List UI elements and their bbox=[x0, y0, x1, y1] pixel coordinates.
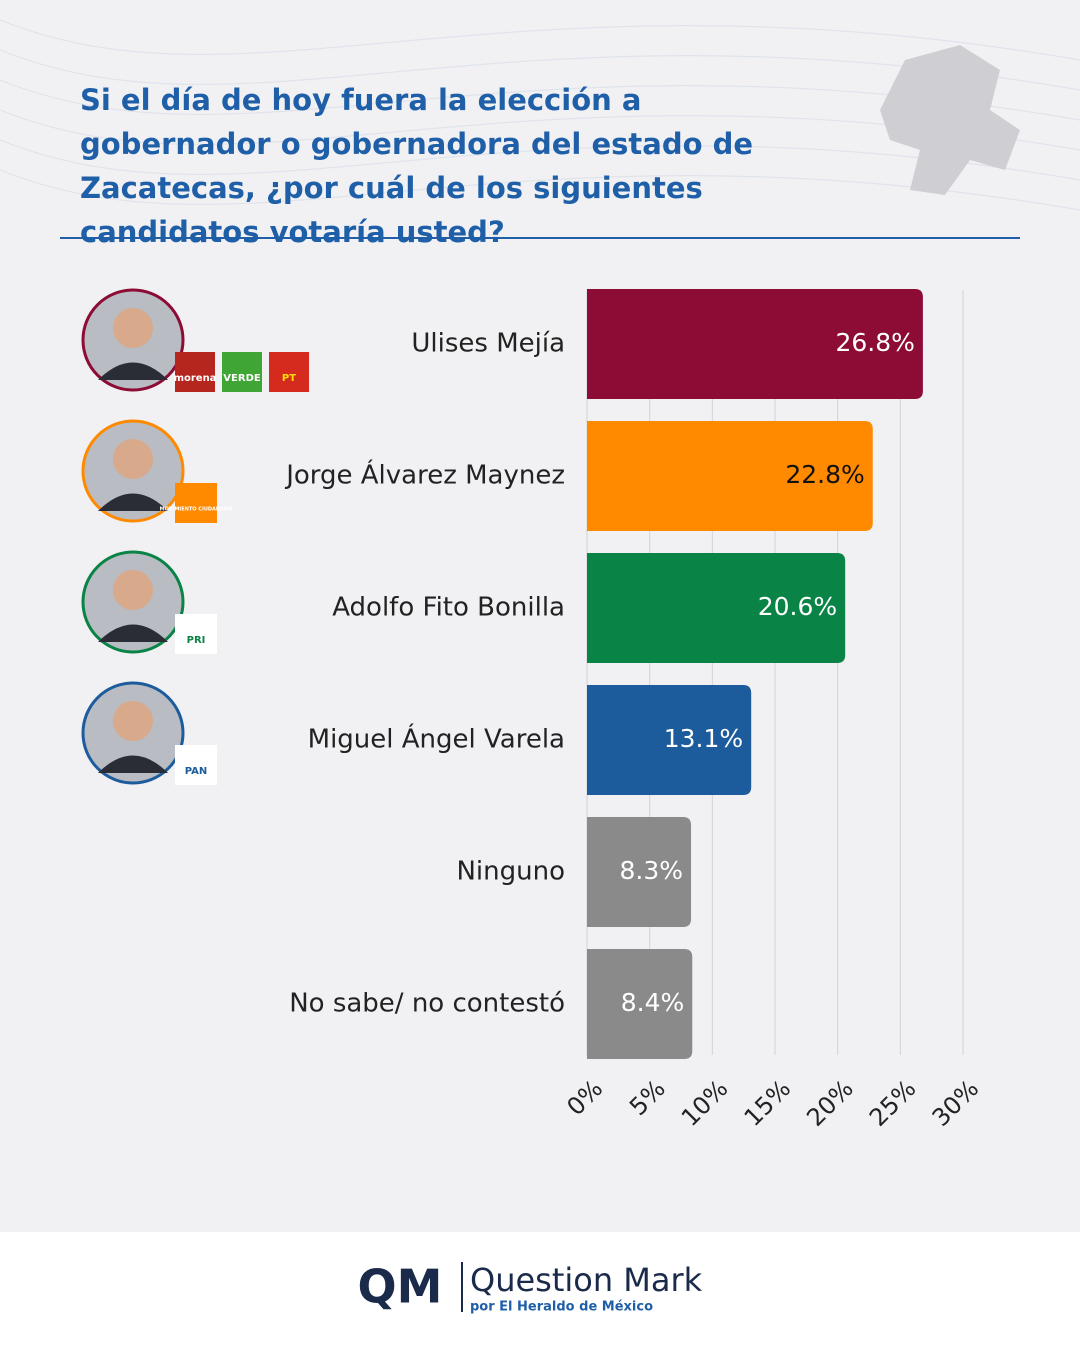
party-logo-text: MOVIMIENTO CIUDADANO bbox=[160, 507, 233, 513]
value-label: 8.4% bbox=[621, 988, 685, 1017]
footer-band bbox=[0, 1232, 1080, 1350]
party-logo bbox=[222, 352, 262, 392]
value-label: 22.8% bbox=[785, 460, 864, 489]
category-label: Adolfo Fito Bonilla bbox=[332, 593, 565, 623]
candidate-suit bbox=[98, 755, 168, 773]
party-logo-text: VERDE bbox=[223, 373, 261, 384]
party-logo bbox=[175, 745, 217, 785]
value-label: 13.1% bbox=[664, 724, 743, 753]
category-label: Miguel Ángel Varela bbox=[308, 723, 565, 755]
category-label: No sabe/ no contestó bbox=[289, 989, 565, 1019]
value-label: 26.8% bbox=[835, 328, 914, 357]
x-tick-label: 25% bbox=[864, 1074, 922, 1132]
x-tick-label: 5% bbox=[624, 1074, 671, 1121]
category-label: Ulises Mejía bbox=[411, 329, 565, 359]
candidate-head bbox=[113, 570, 153, 610]
candidate-suit bbox=[98, 362, 168, 380]
footer-brand: Question Mark bbox=[470, 1261, 703, 1299]
party-logo bbox=[175, 483, 217, 523]
value-label: 8.3% bbox=[620, 856, 684, 885]
value-label: 20.6% bbox=[758, 592, 837, 621]
background-waves bbox=[0, 19, 1080, 211]
bar bbox=[587, 289, 923, 399]
title: Si el día de hoy fuera la elección a gob… bbox=[80, 83, 754, 249]
x-tick-label: 30% bbox=[927, 1074, 985, 1132]
x-tick-label: 10% bbox=[676, 1074, 734, 1132]
party-logo-text: PRI bbox=[187, 635, 206, 646]
bar bbox=[587, 685, 752, 795]
party-logo bbox=[269, 352, 309, 392]
candidate-head bbox=[113, 308, 153, 348]
bar bbox=[587, 553, 846, 663]
footer-tagline: por El Heraldo de México bbox=[470, 1300, 653, 1315]
x-tick-label: 15% bbox=[739, 1074, 797, 1132]
category-label: Ninguno bbox=[456, 857, 565, 887]
candidate-head bbox=[113, 439, 153, 479]
party-logo bbox=[175, 352, 215, 392]
party-logo-text: PT bbox=[282, 373, 296, 384]
party-logo-text: PAN bbox=[185, 766, 208, 777]
category-label: Jorge Álvarez Maynez bbox=[284, 459, 565, 491]
state-map bbox=[880, 45, 1020, 195]
candidate-suit bbox=[98, 493, 168, 511]
bar bbox=[587, 949, 693, 1059]
x-tick-label: 0% bbox=[561, 1074, 608, 1121]
party-logo-text: morena bbox=[174, 373, 217, 384]
bar bbox=[587, 817, 692, 927]
bar bbox=[587, 421, 873, 531]
candidate-suit bbox=[98, 624, 168, 642]
footer-logo: QM bbox=[358, 1260, 443, 1314]
x-tick-label: 20% bbox=[801, 1074, 859, 1132]
party-logo bbox=[175, 614, 217, 654]
candidate-head bbox=[113, 701, 153, 741]
